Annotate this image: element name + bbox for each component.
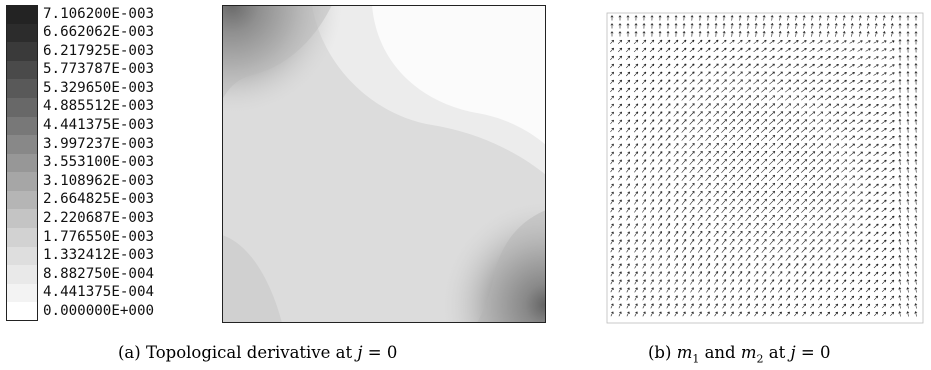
contour-band-bottom-right [477,210,546,323]
contour-band-top-left [222,5,332,100]
legend-label: 5.329650E-003 [43,79,155,96]
legend-swatch [6,302,38,322]
caption-b-m2: m2 [740,343,764,366]
legend-swatch [6,135,38,155]
color-legend: 7.106200E-003 6.662062E-003 6.217925E-003 5… [6,5,221,322]
caption-a-var: j [357,343,363,362]
legend-label: 3.997237E-003 [43,135,155,152]
vector-plot-frame [606,12,924,324]
legend-label: 2.664825E-003 [43,191,155,208]
legend-label: 7.106200E-003 [43,5,155,22]
caption-a-eq: = 0 [367,343,398,362]
legend-label: 4.885512E-003 [43,98,155,115]
legend-swatch [6,190,38,210]
corner-shading-top-left [222,5,362,145]
legend-swatch [6,5,38,25]
legend-label: 1.776550E-003 [43,228,155,245]
caption-b-m1: m1 [676,343,700,366]
corner-shading-bottom-right [422,185,546,323]
caption-a-text: Topological derivative at [145,343,353,362]
legend-label: 0.000000E+000 [43,302,155,319]
legend-swatch [6,228,38,248]
legend-label: 5.773787E-003 [43,61,155,78]
plot-frame [222,5,546,323]
caption-b-at: at [768,343,786,362]
legend-swatch [6,42,38,62]
vector-arrow-paths [610,15,918,317]
caption-b-label: (b) [648,343,672,362]
caption-b-eq: = 0 [800,343,831,362]
legend-label: 6.662062E-003 [43,24,155,41]
caption-b-var: j [790,343,796,362]
legend-swatch [6,209,38,229]
legend-label: 6.217925E-003 [43,42,155,59]
legend-label: 3.553100E-003 [43,154,155,171]
legend-label: 2.220687E-003 [43,209,155,226]
legend-swatch [6,23,38,43]
legend-label: 4.441375E-003 [43,117,155,134]
legend-swatch [6,116,38,136]
vector-field-plot [606,12,924,324]
legend-swatch [6,97,38,118]
legend-swatch [6,172,38,192]
topological-derivative-contour-plot [222,5,546,323]
legend-label: 4.441375E-004 [43,284,155,301]
caption-a-label: (a) [118,343,141,362]
legend-swatch [6,283,38,303]
legend-swatch [6,265,38,285]
contour-band-white [372,5,546,145]
legend-swatch [6,153,38,173]
legend-label: 1.332412E-003 [43,247,155,264]
vector-arrows [610,15,918,317]
legend-swatch [6,79,38,99]
caption-b-and: and [704,343,736,362]
contour-band-bottom-left [222,235,282,323]
legend-swatch [6,246,38,266]
legend-label: 3.108962E-003 [43,172,155,189]
legend-swatch [6,60,38,80]
legend-label: 8.882750E-004 [43,265,155,282]
caption-b: (b) m1 and m2 at j = 0 [648,343,830,365]
caption-a: (a) Topological derivative at j = 0 [118,343,397,362]
